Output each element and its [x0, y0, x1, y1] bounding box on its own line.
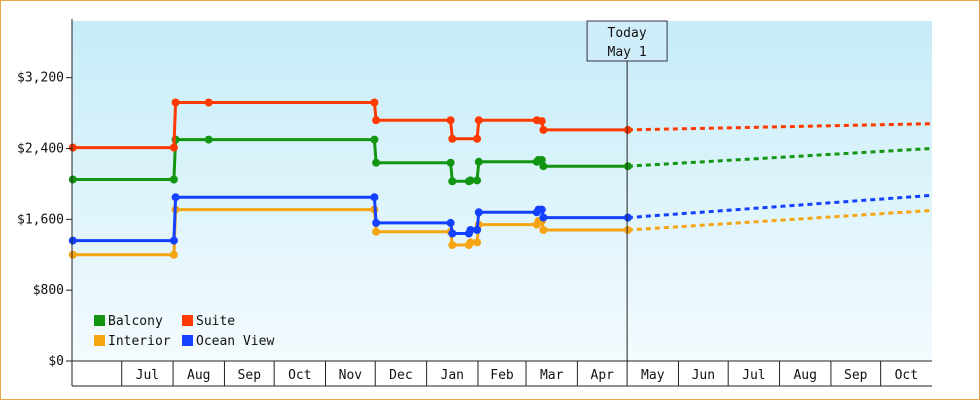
legend-swatch — [182, 315, 193, 326]
data-point — [623, 213, 632, 222]
data-point — [68, 250, 77, 259]
data-point — [68, 175, 77, 184]
data-point — [68, 236, 77, 245]
data-point — [474, 116, 483, 125]
data-point — [446, 116, 455, 125]
data-point — [539, 226, 548, 234]
series-ocean-view — [68, 193, 932, 245]
data-point — [537, 117, 546, 126]
data-point — [446, 218, 455, 227]
x-tick-label: Apr — [591, 368, 615, 383]
data-point — [171, 193, 180, 202]
legend-label: Suite — [196, 314, 235, 329]
x-tick-label: Aug — [187, 368, 210, 383]
data-point — [204, 98, 213, 107]
data-point — [171, 98, 180, 107]
data-point — [370, 135, 379, 144]
data-point — [372, 227, 381, 236]
y-tick-label: $3,200 — [17, 71, 64, 86]
x-tick-label: May — [641, 368, 665, 383]
data-point — [169, 250, 178, 259]
x-tick-label: Aug — [793, 368, 816, 383]
x-tick-label: Jul — [136, 368, 159, 383]
legend-swatch — [94, 315, 105, 326]
data-point — [623, 125, 632, 134]
data-point — [372, 158, 381, 167]
legend-item-ocean-view: Ocean View — [182, 334, 274, 349]
data-point — [539, 125, 548, 134]
x-tick-label: Mar — [540, 368, 564, 383]
data-point — [448, 177, 457, 186]
y-tick-label: $1,600 — [17, 212, 64, 227]
x-tick-label: Nov — [339, 368, 363, 383]
data-point — [370, 98, 379, 107]
plot-background — [72, 21, 932, 361]
data-point — [204, 135, 213, 144]
legend-swatch — [94, 335, 105, 346]
series-suite — [68, 98, 932, 152]
data-point — [372, 116, 381, 125]
x-tick-label: Oct — [895, 368, 918, 383]
data-point — [68, 143, 77, 152]
data-point — [446, 158, 455, 167]
today-marker-box — [586, 20, 668, 62]
data-point — [448, 134, 457, 143]
data-point — [474, 157, 483, 166]
data-point — [623, 226, 632, 234]
data-point — [466, 226, 475, 234]
data-point — [474, 208, 483, 217]
data-point — [448, 229, 457, 238]
data-point — [473, 176, 482, 185]
data-point — [539, 162, 548, 171]
y-tick-label: $800 — [33, 283, 64, 298]
legend-item-balcony: Balcony — [94, 314, 163, 329]
data-point — [473, 226, 482, 234]
legend-label: Interior — [108, 334, 171, 349]
legend-swatch — [182, 335, 193, 346]
data-point — [448, 241, 457, 249]
data-point — [169, 143, 178, 152]
x-tick-label: Jun — [692, 368, 715, 383]
x-tick-label: Sep — [238, 368, 262, 383]
x-tick-label: Feb — [490, 368, 514, 383]
data-point — [537, 156, 546, 164]
data-point — [169, 175, 178, 184]
x-tick-label: Jul — [742, 368, 765, 383]
x-tick-label: Oct — [288, 368, 311, 383]
data-point — [466, 238, 475, 247]
y-tick-label: $2,400 — [17, 142, 64, 157]
legend-label: Balcony — [108, 314, 163, 329]
series-line-forecast — [627, 122, 932, 132]
series-line-forecast — [627, 147, 932, 168]
data-point — [466, 176, 475, 185]
legend-item-interior: Interior — [94, 334, 171, 349]
legend-item-suite: Suite — [182, 314, 235, 329]
today-label-line1: Today — [608, 26, 647, 41]
series-line-forecast — [627, 209, 932, 232]
x-tick-label: Jan — [441, 368, 464, 383]
x-tick-label: Dec — [389, 368, 412, 383]
data-point — [370, 193, 379, 202]
data-point — [539, 213, 548, 222]
data-point — [623, 162, 632, 171]
y-tick-label: $0 — [48, 354, 64, 369]
legend-label: Ocean View — [196, 334, 274, 349]
data-point — [473, 134, 482, 143]
data-point — [372, 218, 381, 227]
data-point — [473, 238, 482, 247]
data-point — [537, 205, 546, 214]
series-line-forecast — [627, 193, 932, 220]
today-label-line2: May 1 — [608, 45, 647, 60]
data-point — [169, 236, 178, 245]
x-tick-label: Sep — [844, 368, 868, 383]
